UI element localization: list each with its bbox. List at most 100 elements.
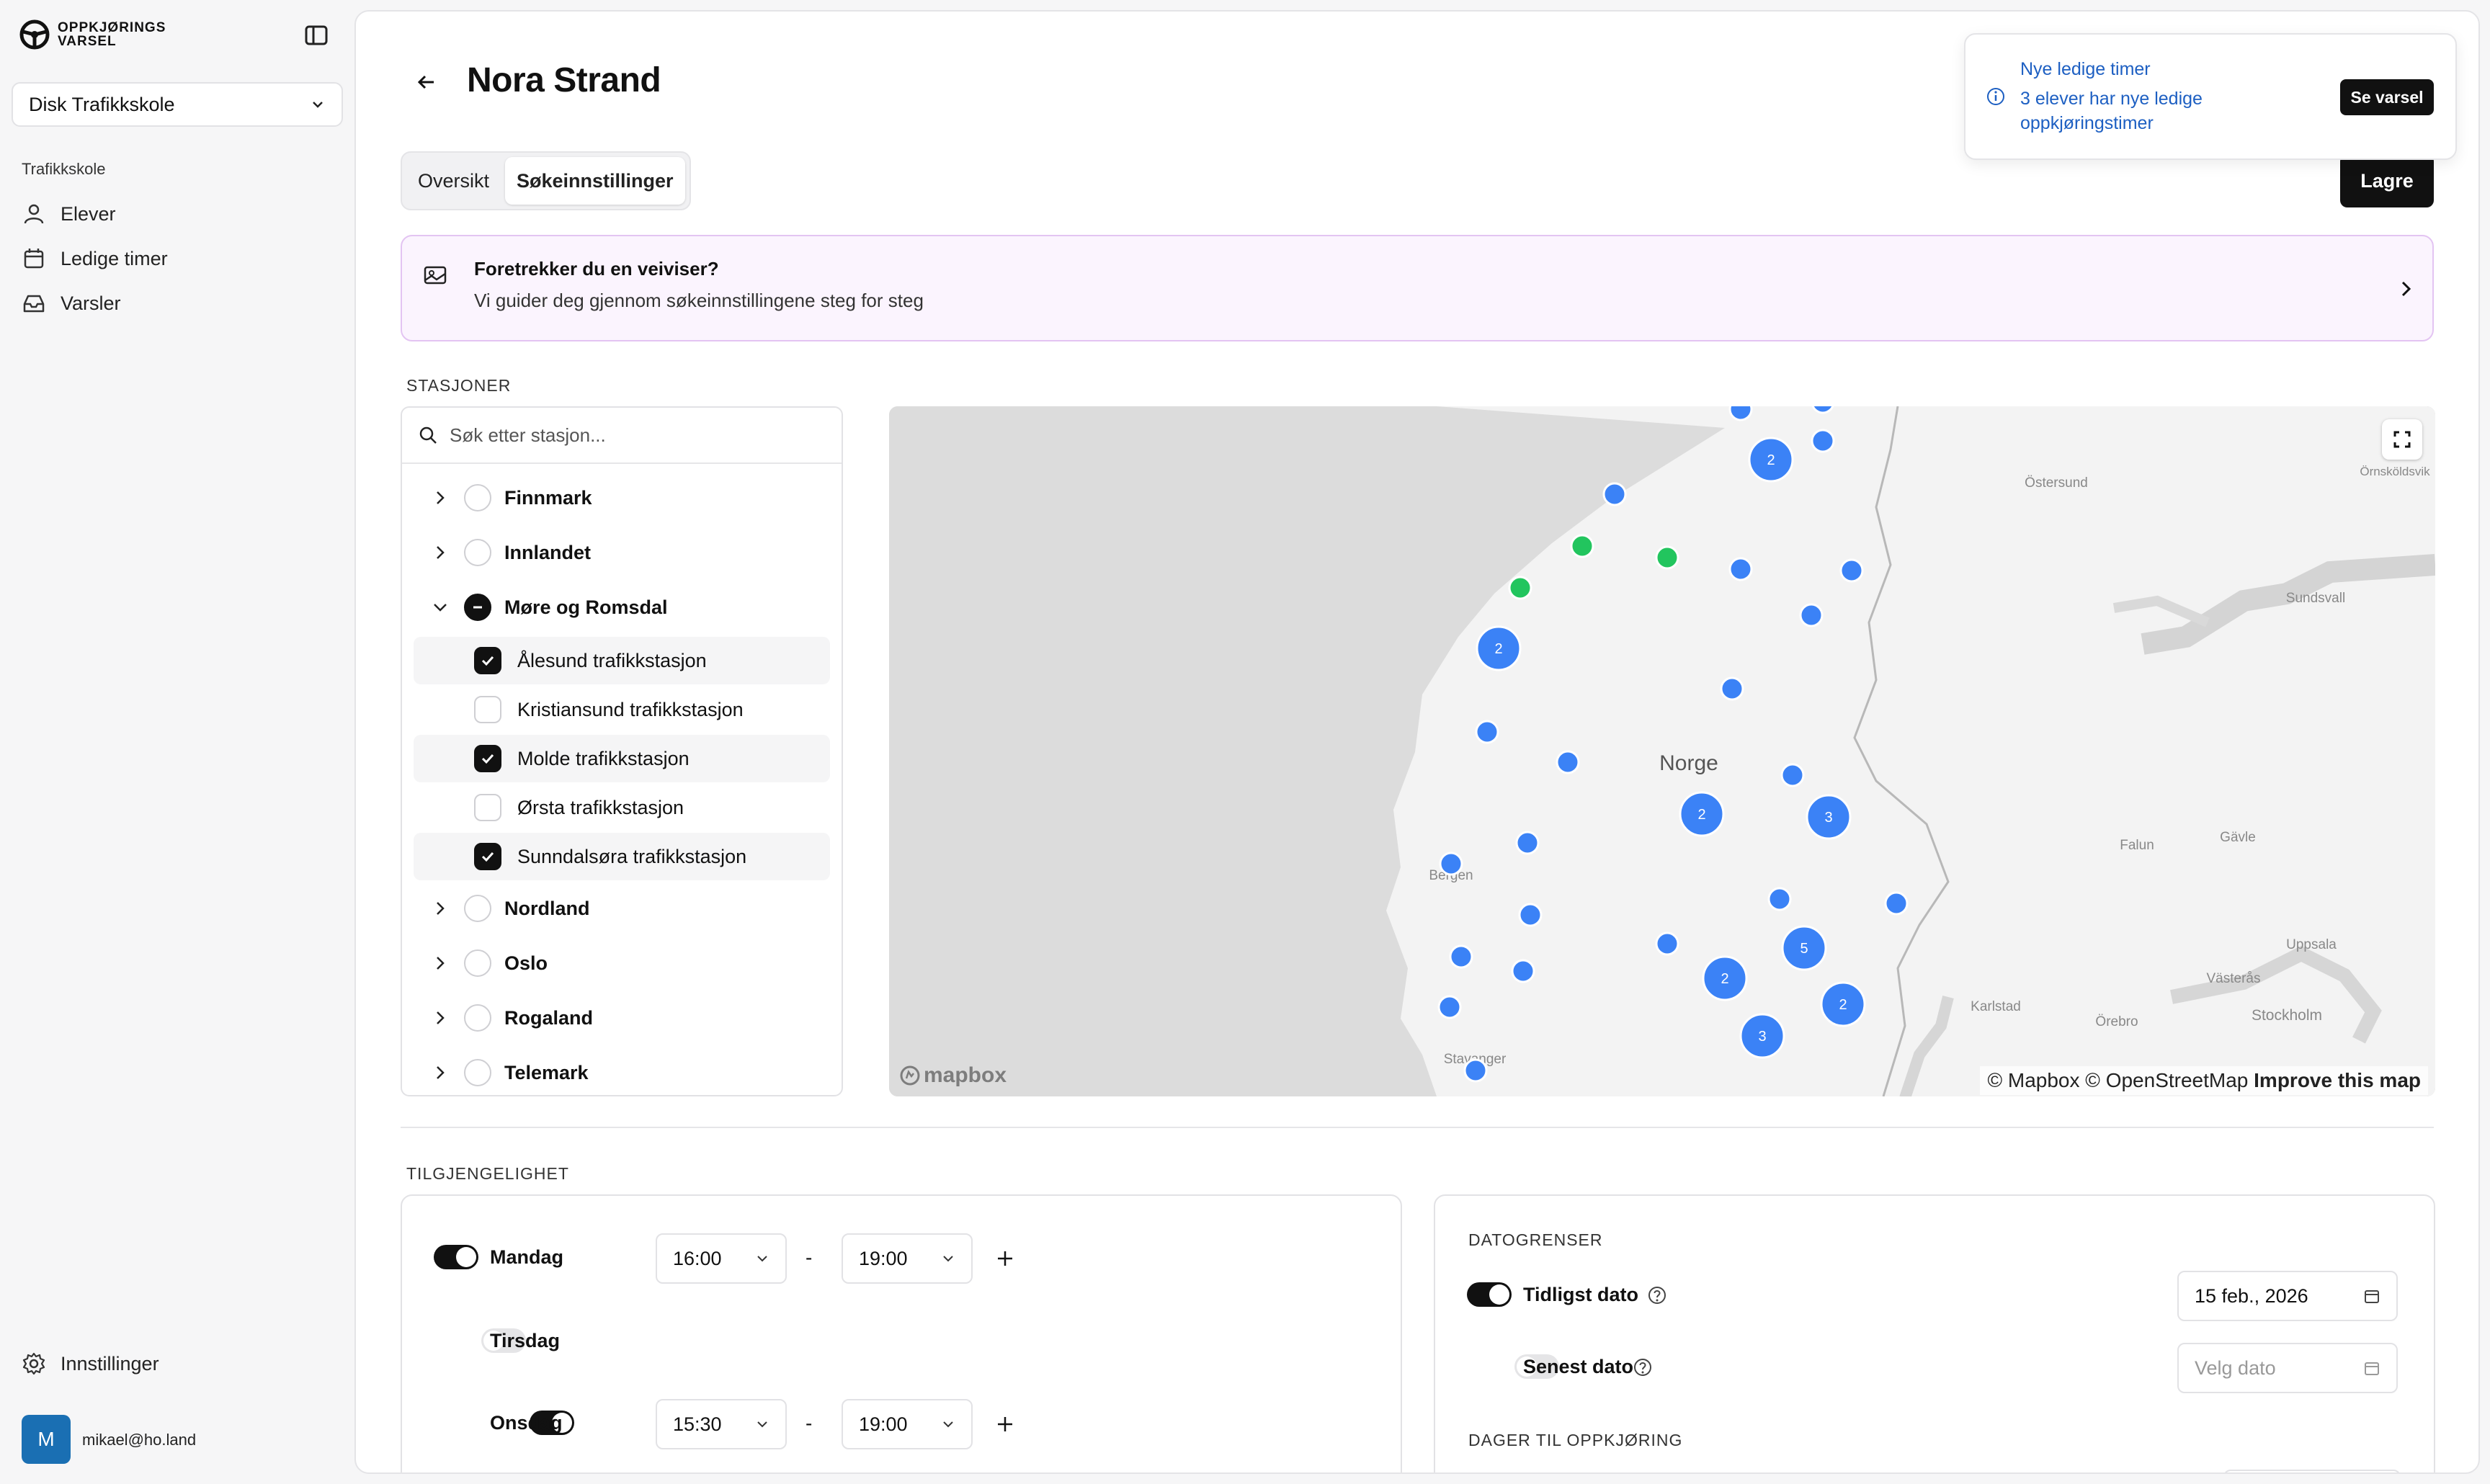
station-orsta[interactable]: Ørsta trafikkstasjon — [402, 784, 842, 831]
station-marker[interactable] — [1556, 750, 1580, 774]
cluster-marker[interactable]: 2 — [1476, 625, 1522, 671]
time-from-select[interactable]: 16:00 — [656, 1233, 787, 1284]
cluster-marker[interactable]: 2 — [1679, 791, 1725, 837]
station-marker[interactable] — [1728, 557, 1753, 581]
region-checkbox[interactable] — [464, 484, 491, 511]
improve-map-link[interactable]: Improve this map — [2254, 1069, 2421, 1091]
chevron-right-icon[interactable] — [431, 954, 450, 973]
add-time-button[interactable] — [994, 1413, 1016, 1435]
days-to-test-input[interactable] — [2223, 1470, 2401, 1472]
station-search[interactable]: Søk etter stasjon... — [402, 408, 842, 464]
station-marker[interactable] — [1439, 851, 1463, 876]
app-logo[interactable]: OPPKJØRINGS VARSEL — [19, 19, 166, 50]
toggle-earliest-date[interactable] — [1467, 1282, 1512, 1307]
cluster-marker[interactable]: 3 — [1739, 1013, 1785, 1059]
tab-sokeinnstillinger[interactable]: Søkeinnstillinger — [505, 157, 685, 205]
cluster-marker[interactable]: 5 — [1781, 925, 1827, 971]
region-oslo[interactable]: Oslo — [402, 939, 842, 987]
station-marker[interactable] — [1799, 603, 1824, 627]
time-to-select[interactable]: 19:00 — [842, 1399, 973, 1449]
station-marker[interactable] — [1811, 406, 1834, 414]
station-marker[interactable] — [1780, 763, 1805, 787]
region-checkbox[interactable] — [464, 895, 491, 922]
toggle-onsdag[interactable] — [529, 1411, 574, 1435]
region-innlandet[interactable]: Innlandet — [402, 529, 842, 576]
station-marker[interactable] — [1728, 406, 1753, 421]
region-telemark[interactable]: Telemark — [402, 1049, 842, 1095]
sidebar-item-ledige-timer[interactable]: Ledige timer — [22, 241, 168, 277]
station-marker[interactable] — [1449, 944, 1473, 969]
time-from-select[interactable]: 15:30 — [656, 1399, 787, 1449]
station-map[interactable]: Norge Östersund Örnsköldsvik Sundsvall F… — [889, 406, 2435, 1096]
station-marker[interactable] — [1811, 429, 1835, 453]
station-marker[interactable] — [1518, 903, 1543, 927]
station-sunndalsora[interactable]: Sunndalsøra trafikkstasjon — [414, 833, 830, 880]
station-checkbox[interactable] — [474, 696, 501, 723]
station-marker[interactable] — [1475, 720, 1499, 744]
save-button[interactable]: Lagre — [2340, 154, 2434, 207]
station-search-input[interactable]: Søk etter stasjon... — [450, 424, 606, 446]
chevron-right-icon[interactable] — [431, 543, 450, 562]
see-notification-button[interactable]: Se varsel — [2340, 79, 2434, 115]
avatar[interactable]: M — [22, 1415, 71, 1464]
toggle-latest-date[interactable] — [1514, 1354, 1560, 1379]
wizard-banner[interactable]: Foretrekker du en veiviser? Vi guider de… — [401, 235, 2434, 341]
selected-station-marker[interactable] — [1655, 545, 1679, 570]
selected-station-marker[interactable] — [1508, 576, 1532, 600]
time-to-select[interactable]: 19:00 — [842, 1233, 973, 1284]
sidebar-item-elever[interactable]: Elever — [22, 196, 116, 232]
region-checkbox[interactable] — [464, 1004, 491, 1032]
station-marker[interactable] — [1884, 891, 1909, 916]
station-marker[interactable] — [1655, 931, 1679, 956]
toggle-mandag[interactable] — [434, 1245, 478, 1269]
help-icon[interactable] — [1633, 1357, 1653, 1377]
school-select[interactable]: Disk Trafikkskole — [12, 82, 343, 127]
map-canvas[interactable]: Norge Östersund Örnsköldsvik Sundsvall F… — [889, 406, 2435, 1096]
station-marker[interactable] — [1839, 558, 1864, 583]
region-rogaland[interactable]: Rogaland — [402, 994, 842, 1042]
station-checkbox[interactable] — [474, 843, 501, 870]
cluster-marker[interactable]: 3 — [1806, 794, 1852, 840]
latest-date-input[interactable]: Velg dato — [2177, 1343, 2398, 1393]
back-arrow-icon[interactable] — [414, 69, 439, 95]
tab-oversikt[interactable]: Oversikt — [418, 169, 490, 192]
chevron-right-icon[interactable] — [431, 488, 450, 507]
attribution-text[interactable]: © Mapbox © OpenStreetMap — [1987, 1069, 2249, 1091]
earliest-date-input[interactable]: 15 feb., 2026 — [2177, 1271, 2398, 1321]
station-checkbox[interactable] — [474, 647, 501, 674]
add-time-button[interactable] — [994, 1248, 1016, 1269]
sidebar-item-varsler[interactable]: Varsler — [22, 285, 121, 321]
station-checkbox[interactable] — [474, 745, 501, 772]
station-marker[interactable] — [1437, 995, 1462, 1019]
chevron-down-icon[interactable] — [431, 598, 450, 617]
cluster-marker[interactable]: 2 — [1820, 981, 1866, 1027]
station-marker[interactable] — [1767, 887, 1792, 911]
station-kristiansund[interactable]: Kristiansund trafikkstasjon — [402, 686, 842, 733]
station-checkbox[interactable] — [474, 794, 501, 821]
selected-station-marker[interactable] — [1570, 534, 1594, 558]
region-nordland[interactable]: Nordland — [402, 885, 842, 932]
sidebar-toggle-icon[interactable] — [304, 23, 329, 48]
mapbox-logo[interactable]: mapbox — [899, 1063, 1007, 1088]
cluster-marker[interactable]: 2 — [1748, 437, 1794, 483]
chevron-right-icon[interactable] — [431, 1063, 450, 1082]
region-finnmark[interactable]: Finnmark — [402, 474, 842, 522]
region-checkbox[interactable] — [464, 539, 491, 566]
fullscreen-button[interactable] — [2382, 419, 2422, 460]
region-checkbox[interactable] — [464, 1059, 491, 1086]
station-marker[interactable] — [1463, 1058, 1488, 1083]
cluster-marker[interactable]: 2 — [1702, 955, 1748, 1001]
sidebar-item-settings[interactable]: Innstillinger — [22, 1346, 159, 1382]
region-checkbox-mixed[interactable] — [464, 594, 491, 621]
region-checkbox[interactable] — [464, 949, 491, 977]
station-alesund[interactable]: Ålesund trafikkstasjon — [414, 637, 830, 684]
station-molde[interactable]: Molde trafikkstasjon — [414, 735, 830, 782]
station-marker[interactable] — [1511, 959, 1535, 983]
station-marker[interactable] — [1720, 676, 1744, 701]
chevron-right-icon[interactable] — [431, 899, 450, 918]
chevron-right-icon[interactable] — [431, 1009, 450, 1027]
station-marker[interactable] — [1602, 482, 1627, 506]
station-marker[interactable] — [1515, 831, 1540, 855]
toggle-tirsdag[interactable] — [481, 1328, 527, 1353]
help-icon[interactable] — [1647, 1285, 1667, 1305]
